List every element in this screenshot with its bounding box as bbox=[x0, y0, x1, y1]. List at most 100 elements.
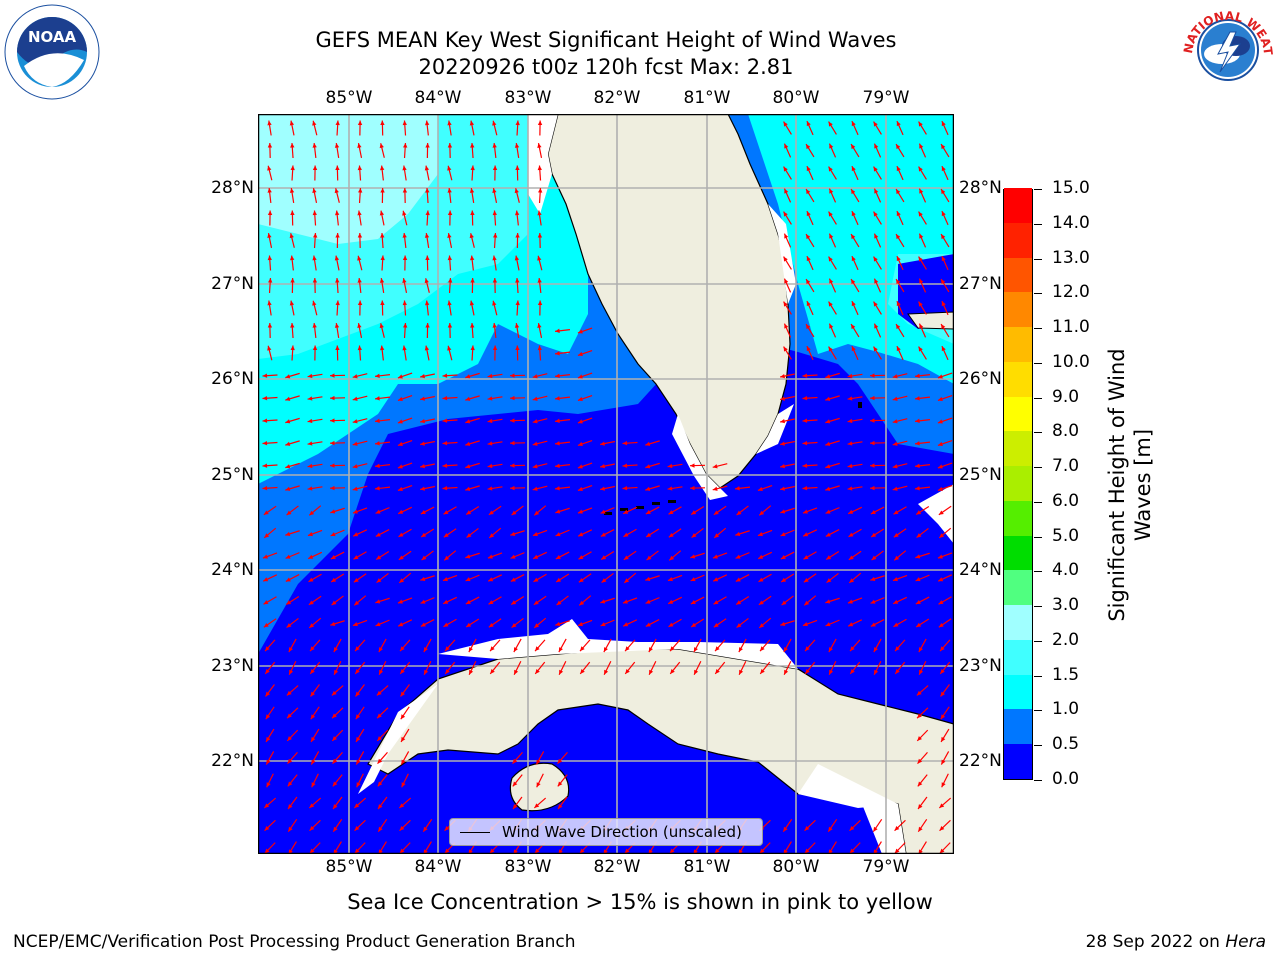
wave-direction-arrow bbox=[645, 485, 660, 491]
wave-direction-arrow bbox=[937, 574, 953, 582]
wave-direction-arrow bbox=[470, 142, 475, 159]
wave-direction-arrow bbox=[825, 417, 840, 424]
wave-direction-arrow bbox=[558, 661, 567, 675]
wave-direction-arrow bbox=[828, 301, 837, 315]
wave-direction-arrow bbox=[783, 323, 792, 338]
wave-direction-arrow bbox=[557, 796, 568, 810]
wave-direction-arrow bbox=[425, 322, 430, 339]
wave-direction-arrow bbox=[892, 596, 908, 605]
wave-direction-arrow bbox=[577, 372, 593, 379]
wave-direction-arrow bbox=[825, 485, 840, 491]
wave-direction-arrow bbox=[850, 278, 860, 293]
colorbar-tick-label: 11.0 bbox=[1052, 317, 1090, 338]
wave-direction-arrow bbox=[375, 550, 390, 561]
wave-direction-arrow bbox=[424, 165, 430, 181]
wave-direction-arrow bbox=[447, 210, 453, 226]
wave-direction-arrow bbox=[332, 751, 343, 765]
wave-direction-arrow bbox=[870, 528, 885, 538]
wave-direction-arrow bbox=[402, 210, 408, 226]
wave-direction-arrow bbox=[535, 751, 545, 765]
wave-direction-arrow bbox=[914, 486, 931, 491]
wave-direction-arrow bbox=[288, 638, 297, 653]
wave-direction-arrow bbox=[488, 527, 502, 539]
wave-direction-arrow bbox=[329, 463, 346, 468]
wave-direction-arrow bbox=[285, 552, 300, 559]
wave-direction-arrow bbox=[465, 618, 480, 628]
wave-direction-arrow bbox=[940, 233, 950, 248]
wave-direction-arrow bbox=[892, 485, 908, 491]
wave-direction-arrow bbox=[802, 486, 818, 491]
wave-direction-arrow bbox=[509, 373, 526, 378]
wave-direction-arrow bbox=[893, 550, 907, 561]
wave-direction-arrow bbox=[914, 396, 931, 401]
wave-direction-arrow bbox=[399, 819, 411, 832]
wave-direction-arrow bbox=[285, 595, 300, 606]
wave-direction-arrow bbox=[780, 418, 795, 424]
wave-direction-arrow bbox=[514, 210, 520, 226]
wave-direction-arrow bbox=[940, 684, 950, 697]
wave-direction-arrow bbox=[489, 639, 501, 652]
wave-direction-arrow bbox=[377, 751, 388, 765]
wave-direction-arrow bbox=[267, 187, 272, 204]
wave-direction-arrow bbox=[914, 463, 931, 469]
wave-direction-arrow bbox=[532, 463, 548, 469]
wave-direction-arrow bbox=[802, 529, 818, 537]
wave-direction-arrow bbox=[335, 232, 340, 249]
wave-direction-arrow bbox=[509, 463, 526, 468]
wave-direction-arrow bbox=[622, 597, 638, 604]
wave-direction-arrow bbox=[312, 300, 318, 316]
wave-direction-arrow bbox=[623, 572, 637, 584]
wave-direction-arrow bbox=[533, 595, 547, 606]
wave-direction-arrow bbox=[804, 639, 816, 652]
wave-direction-arrow bbox=[538, 187, 543, 204]
wave-direction-arrow bbox=[267, 210, 273, 226]
wave-direction-arrow bbox=[869, 418, 886, 423]
wave-direction-arrow bbox=[667, 596, 683, 605]
wave-direction-arrow bbox=[465, 372, 480, 379]
wave-direction-arrow bbox=[510, 530, 525, 536]
wave-direction-arrow bbox=[579, 661, 591, 675]
wave-direction-arrow bbox=[330, 551, 345, 560]
wave-direction-arrow bbox=[329, 440, 346, 446]
wave-direction-arrow bbox=[757, 551, 773, 560]
wave-direction-arrow bbox=[379, 277, 385, 294]
wave-direction-arrow bbox=[600, 507, 615, 514]
wave-direction-arrow bbox=[335, 120, 340, 136]
wave-direction-arrow bbox=[488, 596, 502, 605]
wave-direction-arrow bbox=[850, 143, 860, 158]
wave-direction-arrow bbox=[713, 505, 727, 516]
wave-direction-arrow bbox=[447, 120, 452, 136]
wave-direction-arrow bbox=[557, 774, 568, 787]
wave-direction-arrow bbox=[379, 323, 385, 338]
wave-direction-arrow bbox=[444, 661, 456, 675]
wave-direction-arrow bbox=[375, 507, 390, 514]
wave-direction-arrow bbox=[356, 773, 364, 788]
colorbar-segment bbox=[1004, 604, 1032, 640]
wave-direction-arrow bbox=[918, 166, 927, 180]
wave-direction-arrow bbox=[805, 143, 815, 158]
wave-direction-arrow bbox=[554, 328, 571, 334]
wave-direction-arrow bbox=[397, 394, 413, 402]
wave-direction-arrow bbox=[289, 187, 295, 204]
wave-direction-arrow bbox=[759, 842, 771, 854]
wave-direction-arrow bbox=[492, 300, 498, 316]
wave-direction-arrow bbox=[515, 120, 520, 136]
wave-direction-arrow bbox=[266, 773, 274, 788]
wave-direction-arrow bbox=[622, 506, 638, 515]
wave-direction-arrow bbox=[402, 120, 407, 136]
colorbar-segment bbox=[1004, 431, 1032, 467]
wave-direction-arrow bbox=[693, 661, 702, 675]
wave-direction-arrow bbox=[918, 121, 927, 135]
wave-direction-arrow bbox=[873, 121, 882, 135]
wave-direction-arrow bbox=[577, 417, 593, 424]
wave-direction-arrow bbox=[308, 617, 322, 629]
wave-direction-arrow bbox=[312, 322, 317, 339]
wave-direction-arrow bbox=[487, 373, 503, 379]
wave-direction-arrow bbox=[578, 551, 592, 560]
wave-direction-arrow bbox=[918, 346, 927, 360]
wave-direction-arrow bbox=[515, 232, 520, 249]
lat-label-right: 26°N bbox=[959, 369, 1002, 389]
wave-direction-arrow bbox=[400, 751, 410, 765]
wave-direction-arrow bbox=[556, 595, 569, 606]
wave-direction-arrow bbox=[422, 818, 433, 833]
